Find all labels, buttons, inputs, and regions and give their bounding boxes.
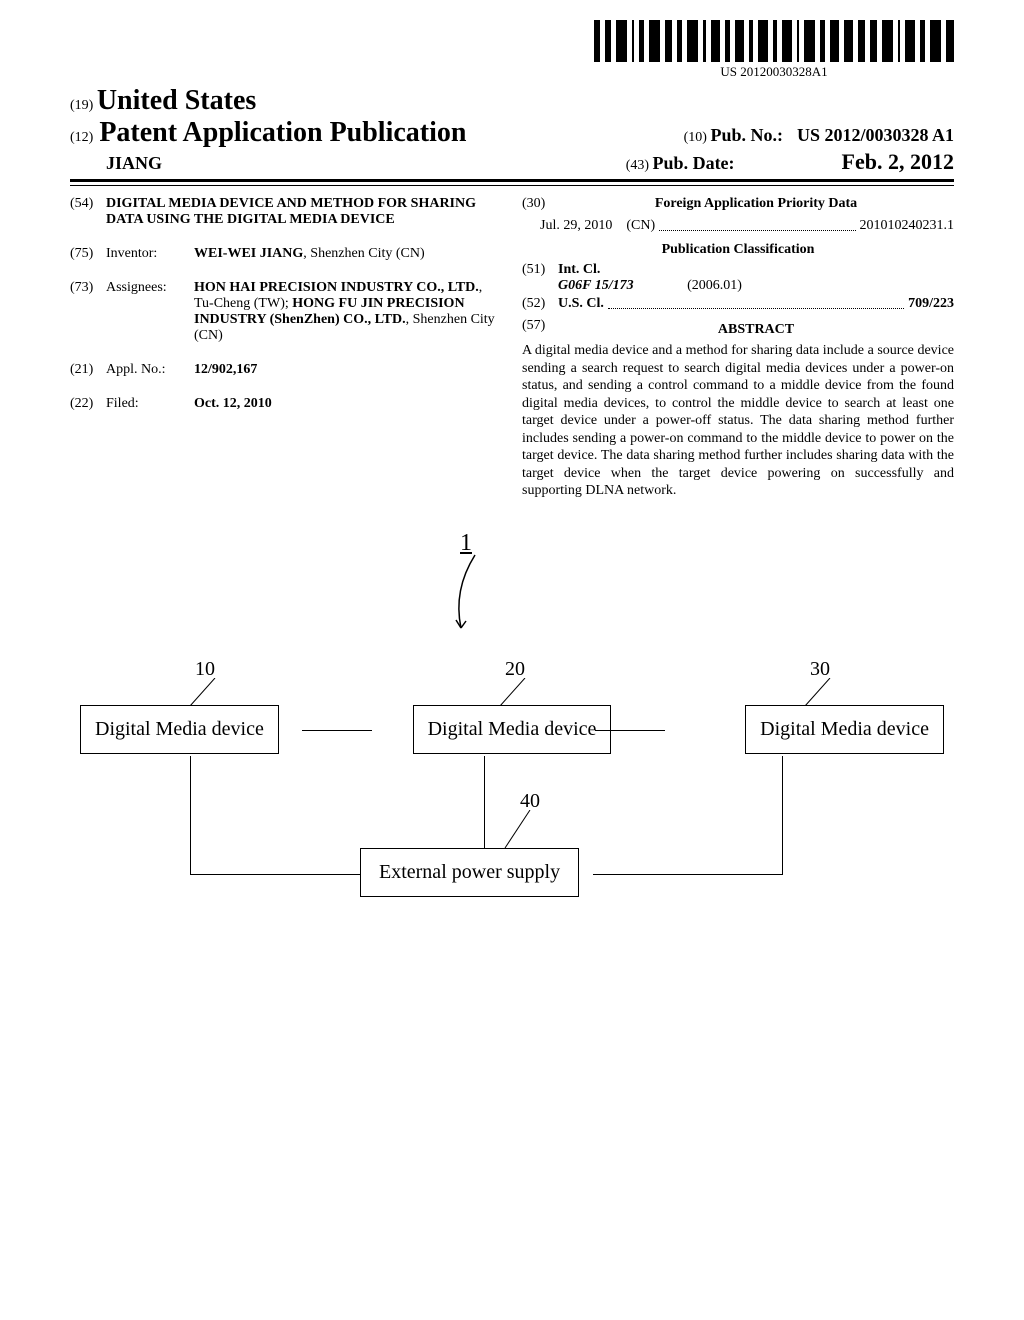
left-column: (54) DIGITAL MEDIA DEVICE AND METHOD FOR… (70, 196, 502, 500)
power-supply-text: External power supply (379, 861, 560, 883)
device-box-3: Digital Media device (745, 705, 944, 754)
field-21-appl-no: (21) Appl. No.: 12/902,167 (70, 362, 502, 378)
inventor-label: Inventor: (106, 246, 194, 262)
box-2-lead-line (495, 678, 535, 708)
code-51: (51) (522, 262, 558, 294)
code-30: (30) (522, 196, 558, 212)
int-cl-date: (2006.01) (687, 278, 742, 293)
abstract-label: ABSTRACT (558, 322, 954, 338)
code-73: (73) (70, 280, 106, 344)
code-57: (57) (522, 318, 558, 342)
right-column: (30) Foreign Application Priority Data J… (522, 196, 954, 500)
pub-date: Feb. 2, 2012 (842, 149, 954, 174)
pub-classification-heading: Publication Classification (522, 242, 954, 258)
code-12: (12) (70, 130, 93, 146)
field-54-title: (54) DIGITAL MEDIA DEVICE AND METHOD FOR… (70, 196, 502, 228)
header-rule-thin (70, 185, 954, 186)
publication-type-row: (12) Patent Application Publication (10)… (70, 117, 954, 149)
filed-value: Oct. 12, 2010 (194, 396, 502, 412)
device-box-1: Digital Media device (80, 705, 279, 754)
invention-title: DIGITAL MEDIA DEVICE AND METHOD FOR SHAR… (106, 196, 502, 228)
pub-date-label: Pub. Date: (653, 153, 735, 173)
device-box-2-text: Digital Media device (428, 718, 597, 740)
code-21: (21) (70, 362, 106, 378)
field-30-foreign: (30) Foreign Application Priority Data (522, 196, 954, 212)
power-supply-box: External power supply (360, 848, 579, 897)
inventor-lastname: JIANG (106, 153, 162, 174)
device-box-3-text: Digital Media device (760, 718, 929, 740)
filed-label: Filed: (106, 396, 194, 412)
foreign-app-no: 201010240231.1 (860, 218, 955, 234)
box-4-lead-line (500, 810, 540, 850)
field-57-abstract-heading: (57) ABSTRACT (522, 318, 954, 342)
pub-no: US 2012/0030328 A1 (797, 125, 954, 145)
field-22-filed: (22) Filed: Oct. 12, 2010 (70, 396, 502, 412)
code-22: (22) (70, 396, 106, 412)
pub-no-block: (10) Pub. No.: US 2012/0030328 A1 (684, 125, 954, 146)
abstract-text: A digital media device and a method for … (522, 342, 954, 500)
country-line: (19) United States (70, 85, 954, 117)
foreign-country: (CN) (626, 218, 655, 234)
box-3-lead-line (800, 678, 840, 708)
pub-date-block: (43) Pub. Date: Feb. 2, 2012 (626, 149, 954, 175)
appl-no-value: 12/902,167 (194, 362, 502, 378)
publication-type: Patent Application Publication (99, 117, 466, 149)
foreign-priority-line: Jul. 29, 2010 (CN) 201010240231.1 (540, 218, 954, 234)
us-cl-value: 709/223 (908, 296, 954, 312)
figure-lead-arrow (445, 550, 485, 640)
field-75-inventor: (75) Inventor: WEI-WEI JIANG, Shenzhen C… (70, 246, 502, 262)
device-boxes-row: Digital Media device Digital Media devic… (70, 705, 954, 754)
dotted-leader-2 (608, 308, 904, 309)
connector-1-down (190, 756, 191, 874)
code-54: (54) (70, 196, 106, 228)
code-75: (75) (70, 246, 106, 262)
dotted-leader (659, 230, 855, 231)
connector-1-2 (302, 730, 372, 731)
connector-2-3 (595, 730, 665, 731)
us-cl-label: U.S. Cl. (558, 296, 604, 312)
int-cl-label: Int. Cl. (558, 262, 600, 277)
assignees-value: HON HAI PRECISION INDUSTRY CO., LTD., Tu… (194, 280, 502, 344)
document-header: (19) United States (12) Patent Applicati… (70, 85, 954, 186)
connector-bottom-left (190, 874, 361, 875)
country-name: United States (97, 85, 256, 116)
connector-bottom-right (593, 874, 783, 875)
inventor-name: WEI-WEI JIANG (194, 246, 303, 261)
foreign-date: Jul. 29, 2010 (540, 218, 612, 234)
connector-2-down (484, 756, 485, 848)
code-43: (43) (626, 158, 649, 173)
assignee-1-name: HON HAI PRECISION INDUSTRY CO., LTD. (194, 280, 479, 295)
field-51-int-cl: (51) Int. Cl. G06F 15/173 (2006.01) (522, 262, 954, 294)
connector-3-down (782, 756, 783, 874)
box-1-lead-line (185, 678, 225, 708)
header-rule-thick (70, 179, 954, 182)
bibliographic-data: (54) DIGITAL MEDIA DEVICE AND METHOD FOR… (70, 196, 954, 500)
int-cl-block: Int. Cl. G06F 15/173 (2006.01) (558, 262, 954, 294)
barcode-graphic (594, 20, 954, 62)
pub-date-row: JIANG (43) Pub. Date: Feb. 2, 2012 (70, 149, 954, 175)
barcode-block: US 20120030328A1 (594, 20, 954, 80)
code-52: (52) (522, 296, 558, 312)
appl-no-label: Appl. No.: (106, 362, 194, 378)
field-73-assignees: (73) Assignees: HON HAI PRECISION INDUST… (70, 280, 502, 344)
foreign-priority-label: Foreign Application Priority Data (558, 196, 954, 212)
inventor-value: WEI-WEI JIANG, Shenzhen City (CN) (194, 246, 502, 262)
inventor-location: , Shenzhen City (CN) (303, 246, 424, 261)
code-10: (10) (684, 130, 707, 145)
device-box-1-text: Digital Media device (95, 718, 264, 740)
int-cl-class: G06F 15/173 (558, 278, 634, 293)
device-box-2: Digital Media device (413, 705, 612, 754)
field-52-us-cl: (52) U.S. Cl. 709/223 (522, 296, 954, 312)
barcode-text: US 20120030328A1 (594, 64, 954, 80)
code-19: (19) (70, 98, 93, 113)
pub-no-label: Pub. No.: (710, 125, 783, 145)
assignees-label: Assignees: (106, 280, 194, 344)
